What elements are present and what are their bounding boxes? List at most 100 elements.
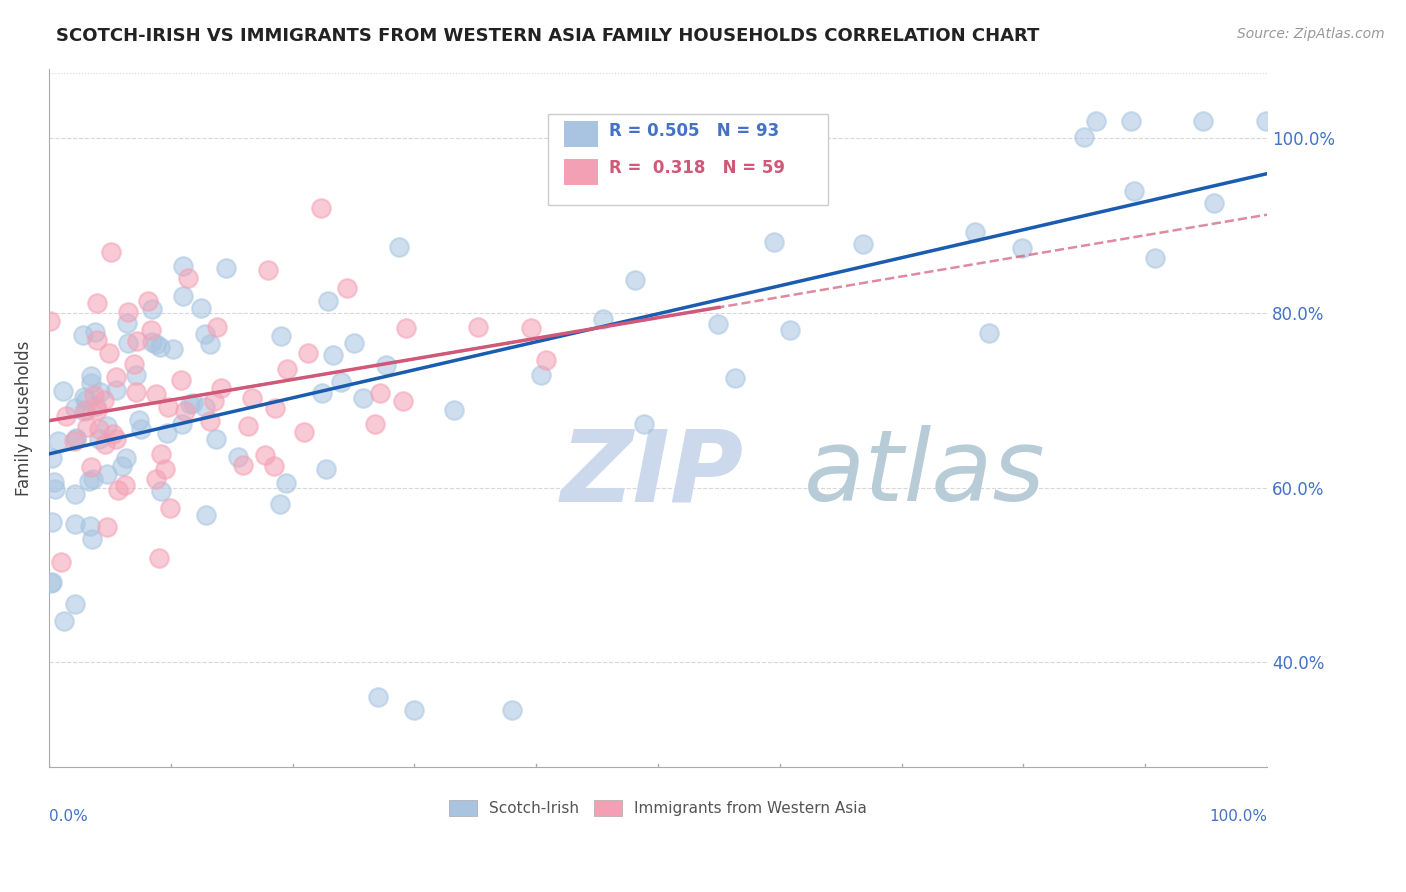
Point <box>198 336 221 351</box>
Point <box>394 321 416 335</box>
FancyBboxPatch shape <box>548 114 828 205</box>
Point <box>149 340 172 354</box>
Point <box>82 472 104 486</box>
Point <box>177 271 200 285</box>
Point <box>592 311 614 326</box>
Point <box>276 475 298 490</box>
Point <box>65 431 87 445</box>
Point <box>316 293 339 308</box>
Text: SCOTCH-IRISH VS IMMIGRANTS FROM WESTERN ASIA FAMILY HOUSEHOLDS CORRELATION CHART: SCOTCH-IRISH VS IMMIGRANTS FROM WESTERN … <box>56 27 1039 45</box>
Point <box>467 320 489 334</box>
Point <box>75 403 97 417</box>
Point <box>86 333 108 347</box>
Point <box>125 384 148 399</box>
Point <box>404 704 426 718</box>
Point <box>1121 114 1143 128</box>
Point <box>94 437 117 451</box>
Point <box>297 346 319 360</box>
Point <box>39 575 62 590</box>
Point <box>232 458 254 472</box>
Point <box>520 321 543 335</box>
Point <box>89 385 111 400</box>
Point <box>55 409 77 423</box>
Point <box>63 434 86 448</box>
Point <box>79 376 101 391</box>
Point <box>129 422 152 436</box>
Point <box>107 483 129 497</box>
Point <box>83 388 105 402</box>
Point <box>48 434 70 448</box>
Point <box>84 400 107 414</box>
Point <box>173 404 195 418</box>
Point <box>205 432 228 446</box>
Point <box>367 690 389 705</box>
Point <box>122 357 145 371</box>
Point <box>141 301 163 316</box>
Point <box>111 459 134 474</box>
Text: R =  0.318   N = 59: R = 0.318 N = 59 <box>609 160 785 178</box>
Point <box>1254 114 1277 128</box>
Point <box>42 475 65 490</box>
Point <box>181 396 204 410</box>
Text: atlas: atlas <box>804 425 1046 523</box>
Point <box>633 417 655 431</box>
Point <box>96 419 118 434</box>
Point <box>236 419 259 434</box>
Point <box>145 336 167 351</box>
Point <box>1073 130 1095 145</box>
Point <box>530 368 553 382</box>
Point <box>156 401 179 415</box>
Point <box>96 467 118 482</box>
Point <box>179 397 201 411</box>
Point <box>762 235 785 249</box>
Point <box>149 483 172 498</box>
Point <box>707 317 730 331</box>
Text: ZIP: ZIP <box>561 425 744 523</box>
Point <box>117 336 139 351</box>
Point <box>172 289 194 303</box>
Point <box>392 393 415 408</box>
Point <box>73 390 96 404</box>
Point <box>747 153 769 168</box>
Point <box>315 461 337 475</box>
Point <box>141 334 163 349</box>
FancyBboxPatch shape <box>564 121 599 147</box>
Y-axis label: Family Households: Family Households <box>15 340 32 496</box>
Point <box>125 368 148 382</box>
Point <box>72 327 94 342</box>
Point <box>155 425 177 440</box>
Point <box>125 334 148 348</box>
Point <box>202 394 225 409</box>
Point <box>963 225 986 239</box>
Point <box>87 432 110 446</box>
Point <box>76 420 98 434</box>
Point <box>1202 196 1225 211</box>
Point <box>145 386 167 401</box>
Point <box>851 237 873 252</box>
Point <box>41 575 63 590</box>
Point <box>724 371 747 385</box>
Point <box>172 259 194 273</box>
Point <box>75 393 97 408</box>
Point <box>1084 114 1107 128</box>
Point <box>190 301 212 315</box>
Point <box>264 401 287 415</box>
Point <box>114 478 136 492</box>
Point <box>292 425 315 439</box>
Point <box>172 417 194 431</box>
Legend: Scotch-Irish, Immigrants from Western Asia: Scotch-Irish, Immigrants from Western As… <box>443 794 873 822</box>
Point <box>93 392 115 407</box>
Point <box>104 433 127 447</box>
Text: 100.0%: 100.0% <box>1209 809 1267 824</box>
Point <box>79 519 101 533</box>
Point <box>128 413 150 427</box>
Point <box>83 326 105 340</box>
Point <box>193 326 215 341</box>
Text: 0.0%: 0.0% <box>49 809 87 824</box>
Point <box>63 598 86 612</box>
Point <box>101 426 124 441</box>
Point <box>104 370 127 384</box>
Point <box>364 417 387 431</box>
Point <box>86 295 108 310</box>
Point <box>98 345 121 359</box>
